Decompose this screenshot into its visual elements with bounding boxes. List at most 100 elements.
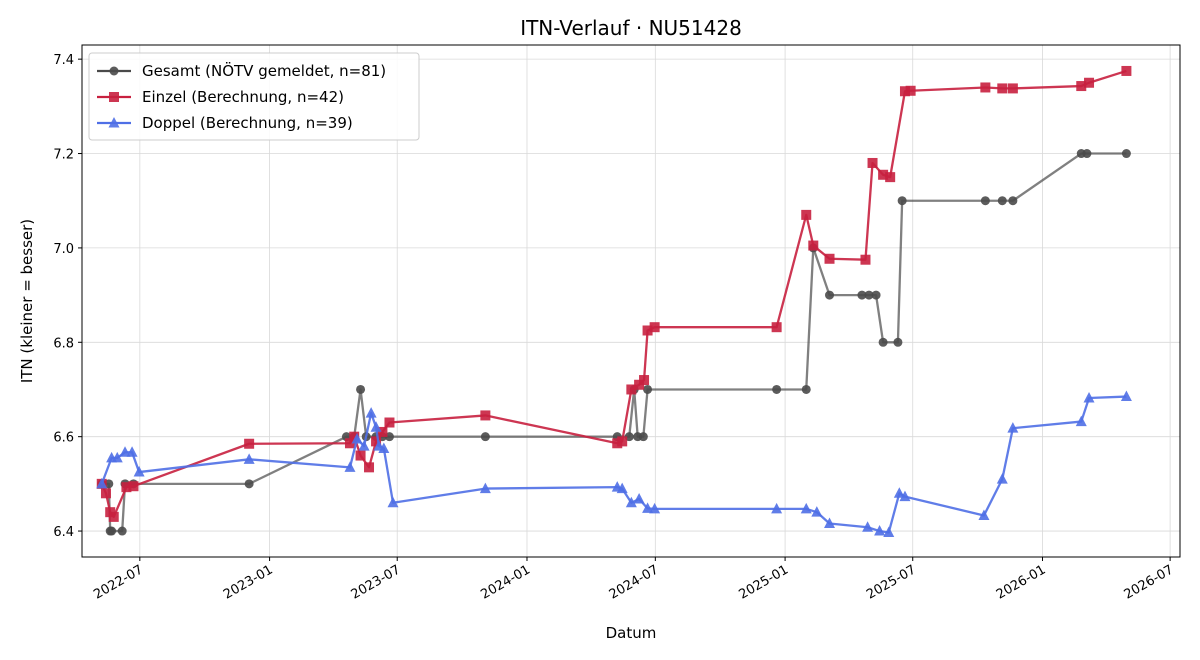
data-point — [617, 436, 628, 447]
data-point — [801, 384, 811, 394]
legend-box — [88, 52, 420, 141]
data-point — [978, 509, 990, 520]
legend-item: Doppel (Berechnung, n=39) — [97, 114, 353, 132]
data-point — [1083, 391, 1095, 403]
data-point — [117, 526, 127, 536]
data-point — [642, 325, 653, 336]
data-point — [980, 196, 990, 206]
data-point — [387, 496, 399, 508]
data-point — [96, 477, 108, 489]
data-point — [479, 482, 491, 494]
data-point — [885, 172, 896, 183]
data-point — [384, 417, 395, 428]
data-point — [996, 473, 1008, 484]
data-point — [108, 511, 119, 522]
data-point — [801, 209, 812, 220]
data-point — [643, 384, 653, 394]
data-point — [878, 169, 889, 180]
y-tick-label: 7.4 — [53, 53, 74, 68]
data-point — [480, 432, 490, 442]
legend-item: Gesamt (NÖTV gemeldet, n=81) — [97, 61, 386, 80]
data-point — [370, 421, 382, 432]
legend-marker — [109, 66, 119, 76]
data-point — [639, 375, 650, 386]
data-point — [1121, 149, 1131, 159]
data-point — [119, 446, 131, 457]
data-point — [1082, 149, 1092, 159]
legend: Gesamt (NÖTV gemeldet, n=81) Einzel (Bere… — [88, 52, 420, 141]
data-point — [893, 337, 903, 347]
data-point — [871, 290, 881, 300]
data-point — [100, 488, 111, 499]
data-point — [878, 337, 888, 347]
data-point — [365, 407, 377, 418]
y-tick-label: 7.2 — [53, 148, 74, 163]
chart-title: ITN-Verlauf · NU51428 — [520, 16, 742, 40]
data-point — [244, 479, 254, 489]
data-point — [808, 240, 819, 251]
data-point — [811, 506, 823, 517]
data-point — [1084, 77, 1095, 88]
data-point — [480, 410, 491, 421]
data-point — [649, 502, 661, 514]
data-point — [867, 157, 878, 168]
data-point — [857, 290, 867, 300]
data-point — [860, 254, 871, 265]
y-tick-label: 6.4 — [53, 525, 74, 540]
data-point — [772, 384, 782, 394]
y-tick-label: 6.8 — [53, 336, 74, 351]
data-point — [899, 86, 910, 97]
legend-marker — [108, 117, 120, 128]
legend-label: Einzel (Berechnung, n=42) — [142, 88, 344, 106]
data-point — [893, 487, 905, 498]
data-point — [771, 322, 782, 333]
data-point — [862, 521, 874, 532]
data-point — [771, 502, 783, 514]
data-point — [377, 426, 388, 437]
legend-marker — [109, 92, 119, 102]
data-point — [638, 432, 648, 442]
legend-label: Gesamt (NÖTV gemeldet, n=81) — [142, 61, 386, 80]
data-point — [121, 482, 132, 493]
data-point — [1008, 196, 1018, 206]
series-line — [101, 152, 1127, 533]
data-point — [1075, 415, 1087, 427]
data-point — [905, 85, 916, 96]
data-point — [344, 438, 355, 449]
data-point — [825, 290, 835, 300]
data-point — [133, 466, 145, 477]
data-point — [997, 196, 1007, 206]
data-point — [1076, 81, 1087, 92]
data-point — [649, 322, 660, 333]
data-point — [1120, 390, 1132, 402]
plot-frame — [81, 44, 1181, 558]
data-point — [864, 290, 874, 300]
y-tick-label: 6.6 — [53, 431, 74, 446]
data-point — [899, 490, 911, 502]
data-point — [364, 462, 375, 473]
legend-label: Doppel (Berechnung, n=39) — [142, 114, 353, 132]
data-point — [349, 431, 360, 442]
series-layer — [96, 65, 1132, 537]
data-point — [625, 496, 637, 508]
data-point — [355, 450, 366, 461]
series-triangle — [96, 390, 1132, 537]
data-point — [243, 453, 255, 464]
data-point — [1007, 422, 1019, 433]
y-tick-label: 7.0 — [53, 242, 74, 257]
data-point — [351, 433, 363, 444]
data-point — [824, 253, 835, 264]
x-axis-title: Datum — [606, 624, 657, 642]
data-point — [1007, 83, 1018, 94]
data-point — [800, 502, 812, 514]
data-point — [626, 384, 637, 395]
data-point — [824, 517, 836, 528]
data-point — [997, 83, 1008, 94]
data-point — [371, 436, 382, 447]
data-point — [344, 461, 356, 472]
data-point — [980, 82, 991, 93]
data-point — [616, 482, 628, 494]
data-point — [378, 442, 390, 453]
legend-item: Einzel (Berechnung, n=42) — [97, 88, 344, 106]
